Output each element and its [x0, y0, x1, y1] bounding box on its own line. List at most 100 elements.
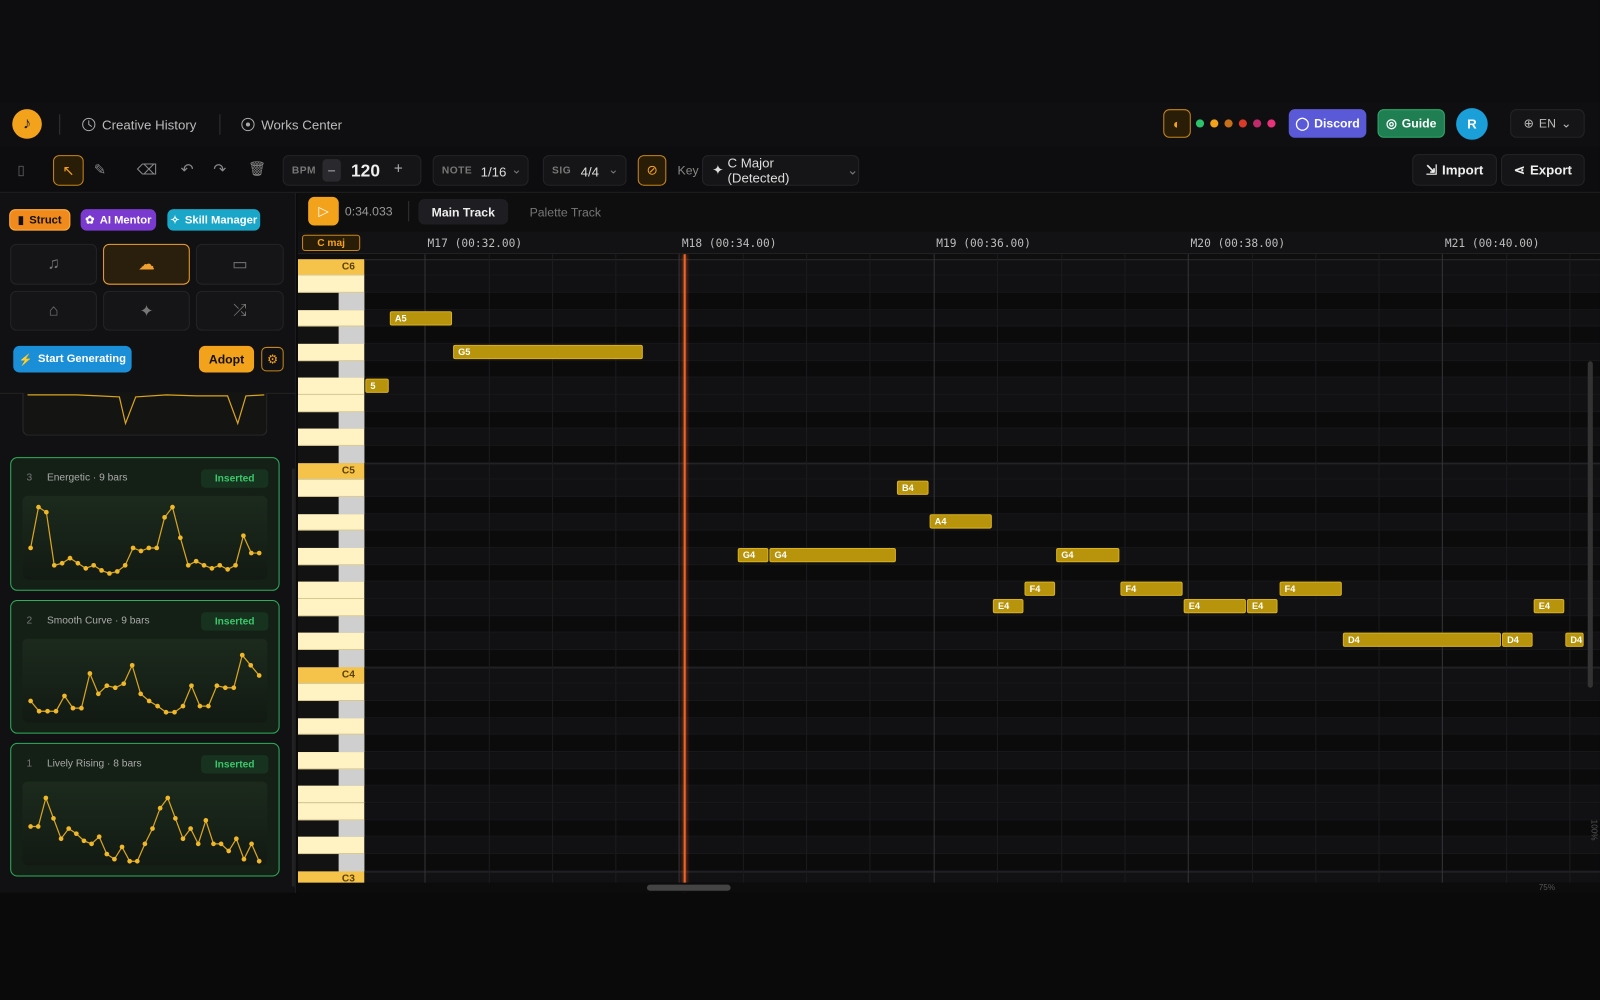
swatch[interactable] [1210, 119, 1219, 128]
black-key[interactable] [297, 564, 339, 582]
bpm-decrease[interactable]: − [322, 159, 341, 182]
mode-cloud[interactable]: ☁ [103, 243, 190, 285]
black-key[interactable] [297, 820, 339, 838]
piano-roll[interactable]: C6 C5 C4 C3 A5 G5 5 B4 A4 G4 G4 G4 F4 F4 F4 E4 E4 E4 E4 D4 D… [297, 254, 1600, 893]
key[interactable] [297, 309, 365, 327]
note[interactable]: D4 [1342, 632, 1502, 647]
key[interactable] [297, 394, 365, 412]
palette-button[interactable]: ◐ [1163, 109, 1191, 138]
mode-store[interactable]: ⌂ [10, 290, 97, 331]
export-button[interactable]: ⋖ Export [1501, 154, 1585, 186]
black-key[interactable] [297, 445, 339, 463]
key[interactable] [297, 513, 365, 531]
bpm-increase[interactable]: + [393, 160, 403, 178]
mode-melody[interactable]: ♫ [10, 243, 97, 285]
mode-shuffle[interactable]: ⤮ [195, 290, 284, 331]
pencil-tool[interactable]: ✎ [93, 161, 106, 178]
note[interactable]: G5 [453, 344, 643, 360]
black-key[interactable] [297, 496, 339, 514]
bpm-value[interactable]: 120 [351, 161, 380, 181]
note[interactable]: G4 [737, 547, 769, 563]
import-button[interactable]: ⇲ Import [1412, 154, 1497, 186]
note[interactable]: E4 [1533, 598, 1565, 614]
settings-button[interactable]: ⚙ [261, 346, 284, 372]
note[interactable]: A4 [929, 514, 992, 529]
file-icon[interactable]: ▯ [17, 162, 25, 178]
key[interactable] [297, 462, 365, 480]
struct-tab[interactable]: ▮ Struct [9, 209, 71, 231]
key[interactable] [297, 666, 365, 684]
key[interactable] [297, 428, 365, 446]
play-button[interactable]: ▷ [308, 196, 339, 226]
note[interactable]: E4 [1183, 598, 1246, 614]
language-select[interactable]: ⊕ EN ⌄ [1510, 109, 1585, 138]
snap-toggle[interactable]: ⊘ [637, 155, 667, 186]
note[interactable]: E4 [1246, 598, 1278, 614]
guide-button[interactable]: ◎ Guide [1377, 109, 1445, 138]
note-control[interactable]: NOTE 1/16 ⌄ [432, 155, 529, 186]
key[interactable] [297, 275, 365, 293]
h-scrollbar-thumb[interactable] [646, 884, 731, 891]
key[interactable] [297, 786, 365, 804]
note[interactable]: G4 [1056, 547, 1120, 563]
generate-button[interactable]: ⚡ Start Generating [13, 345, 132, 373]
note[interactable]: D4 [1565, 632, 1584, 647]
key[interactable] [297, 598, 365, 616]
black-key[interactable] [297, 735, 339, 753]
note[interactable]: D4 [1502, 632, 1533, 647]
black-key[interactable] [297, 326, 339, 344]
key[interactable] [297, 632, 365, 650]
note[interactable]: A5 [389, 311, 453, 326]
v-scrollbar-thumb[interactable] [1587, 361, 1593, 688]
black-key[interactable] [297, 649, 339, 667]
black-key[interactable] [297, 701, 339, 719]
nav-item[interactable]: Works Center [241, 114, 342, 134]
discord-button[interactable]: ◯ Discord [1288, 109, 1367, 138]
black-key[interactable] [297, 769, 339, 787]
mode-keyboard[interactable]: ▭ [195, 243, 284, 285]
result-card[interactable]: 1 Lively Rising · 8 bars Inserted [10, 742, 280, 877]
key[interactable] [297, 547, 365, 565]
logo[interactable]: ♪ [12, 109, 42, 139]
black-key[interactable] [297, 360, 339, 378]
black-key[interactable] [297, 411, 339, 429]
palette-track-tab[interactable]: Palette Track [529, 204, 602, 219]
key[interactable] [297, 803, 365, 821]
note[interactable]: G4 [769, 547, 896, 563]
note[interactable]: B4 [896, 480, 929, 495]
key[interactable] [297, 718, 365, 736]
key[interactable] [297, 581, 365, 599]
result-card[interactable]: 3 Energetic · 9 bars Inserted [10, 457, 280, 591]
note[interactable]: F4 [1120, 581, 1183, 596]
redo-button[interactable]: ↷ [213, 161, 227, 179]
key[interactable] [297, 258, 365, 276]
key-select[interactable]: ✦ C Major (Detected) ⌄ [702, 155, 860, 186]
sidebar-scrollbar[interactable] [291, 468, 295, 887]
key[interactable] [297, 479, 365, 497]
mode-sparkle[interactable]: ✦ [103, 290, 190, 331]
key[interactable] [297, 377, 365, 395]
swatch[interactable] [1224, 119, 1233, 128]
swatch[interactable] [1238, 119, 1247, 128]
black-key[interactable] [297, 530, 339, 548]
main-track-tab[interactable]: Main Track [418, 198, 509, 225]
nav-item[interactable]: Creative History [82, 114, 196, 134]
note[interactable]: 5 [365, 378, 389, 393]
key[interactable] [297, 343, 365, 361]
note[interactable]: F4 [1279, 581, 1342, 596]
select-tool[interactable]: ↖ [53, 155, 84, 186]
swatch[interactable] [1195, 119, 1205, 128]
delete-button[interactable]: 🗑 [247, 160, 267, 177]
note[interactable]: E4 [992, 598, 1024, 614]
black-key[interactable] [297, 615, 339, 633]
undo-button[interactable]: ↶ [180, 161, 194, 179]
swatch[interactable] [1267, 119, 1276, 128]
swatch[interactable] [1253, 119, 1262, 128]
note[interactable]: F4 [1024, 581, 1056, 596]
ai-mentor-tab[interactable]: ✿ AI Mentor [80, 209, 157, 231]
key[interactable] [297, 837, 365, 855]
key[interactable] [297, 684, 365, 701]
adopt-button[interactable]: Adopt [198, 345, 255, 373]
scale-badge[interactable]: C maj [302, 234, 361, 252]
skill-manager-tab[interactable]: ✧ Skill Manager [167, 209, 261, 231]
